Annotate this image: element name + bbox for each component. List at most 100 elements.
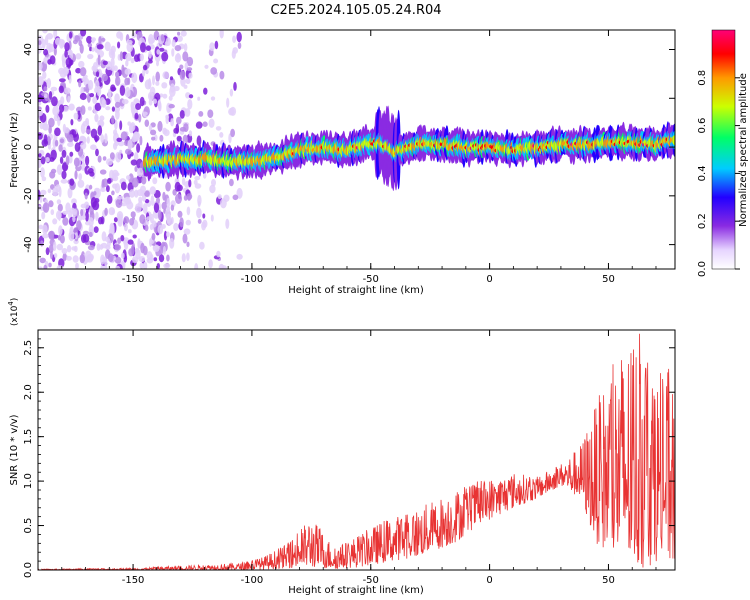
noise-blob (210, 96, 216, 101)
noise-blob (99, 97, 106, 108)
noise-blob (181, 253, 186, 263)
noise-blob (119, 85, 126, 96)
noise-blob (78, 80, 82, 88)
noise-blob (94, 114, 99, 122)
noise-blob (81, 77, 87, 83)
noise-blob (232, 47, 238, 54)
noise-blob (93, 135, 100, 142)
noise-blob (78, 173, 83, 181)
noise-blob (54, 37, 62, 46)
noise-blob (182, 51, 189, 62)
noise-blob (41, 38, 46, 49)
noise-blob (59, 234, 65, 244)
noise-blob (75, 67, 82, 74)
noise-blob (94, 187, 101, 199)
noise-blob (109, 169, 115, 180)
noise-blob (136, 143, 141, 153)
noise-blob (126, 201, 134, 210)
noise-blob (120, 181, 127, 191)
noise-blob (88, 184, 93, 190)
noise-blob (113, 217, 118, 223)
noise-blob (129, 218, 135, 226)
noise-blob (85, 129, 92, 134)
noise-blob (169, 83, 176, 93)
noise-blob (142, 69, 146, 77)
noise-blob (115, 76, 121, 86)
noise-blob (130, 58, 135, 64)
noise-blob (60, 178, 68, 184)
noise-blob (232, 194, 239, 201)
noise-blob (197, 194, 202, 206)
noise-blob (107, 88, 112, 99)
noise-blob (60, 96, 65, 105)
noise-blob (111, 190, 115, 196)
noise-blob (176, 52, 181, 60)
noise-blob (99, 169, 107, 175)
noise-blob (144, 190, 150, 197)
noise-blob (48, 200, 54, 208)
noise-blob (177, 210, 183, 218)
noise-blob (98, 217, 103, 225)
noise-blob (64, 87, 71, 94)
noise-blob (45, 247, 50, 256)
noise-blob (100, 134, 105, 143)
heatmap-frame (37, 29, 676, 270)
noise-blob (86, 136, 90, 144)
colorbar: 0.0 0.2 0.4 0.6 0.8 Normalized spectral ampl… (697, 29, 749, 277)
noise-blob (202, 213, 206, 219)
noise-blob (72, 255, 79, 263)
noise-blob (183, 43, 188, 52)
noise-blob (44, 93, 48, 99)
noise-blob (236, 31, 242, 43)
noise-blob (159, 134, 164, 142)
noise-blob (79, 43, 84, 54)
noise-blob (186, 67, 193, 72)
noise-blob (134, 166, 138, 172)
noise-blob (159, 47, 165, 52)
x-tick-label: -100 (241, 575, 264, 586)
heatmap-x-ticks: -150 -100 -50 0 50 (37, 30, 657, 285)
noise-blob (176, 184, 183, 192)
noise-blob (114, 183, 121, 194)
noise-blob (202, 219, 208, 228)
noise-blob (42, 233, 49, 239)
noise-blob (58, 225, 63, 236)
noise-blob (119, 51, 123, 61)
noise-blob (54, 139, 59, 147)
colorbar-tick-label: 0.6 (697, 118, 708, 134)
noise-blob (213, 58, 219, 64)
noise-blob (202, 121, 208, 127)
noise-blob (196, 207, 202, 219)
noise-blob (140, 242, 145, 254)
noise-blob (117, 213, 123, 225)
noise-blob (130, 211, 136, 218)
noise-blob (58, 67, 65, 75)
noise-blob (188, 179, 192, 188)
noise-blob (195, 121, 203, 129)
noise-blob (101, 73, 109, 82)
noise-blob (63, 66, 68, 75)
noise-blob (194, 176, 201, 181)
noise-blob (188, 130, 193, 137)
noise-blob (183, 84, 188, 89)
noise-blob (210, 67, 218, 75)
noise-blob (157, 209, 162, 221)
noise-blob (114, 172, 120, 177)
noise-blob (61, 170, 67, 180)
noise-blob (156, 49, 161, 55)
noise-blob (71, 198, 77, 205)
noise-blob (204, 64, 209, 69)
noise-blob (236, 187, 243, 199)
noise-blob (113, 65, 118, 72)
noise-blob (161, 201, 168, 210)
y-tick-label: 40 (23, 43, 34, 56)
noise-blob (69, 151, 74, 157)
noise-blob (166, 197, 171, 209)
noise-blob (232, 35, 237, 43)
colorbar-gradient (711, 29, 736, 270)
noise-blob (97, 119, 105, 128)
noise-blob (125, 53, 132, 62)
noise-blob (179, 70, 186, 81)
noise-blob (168, 95, 173, 101)
noise-blob (40, 61, 48, 72)
